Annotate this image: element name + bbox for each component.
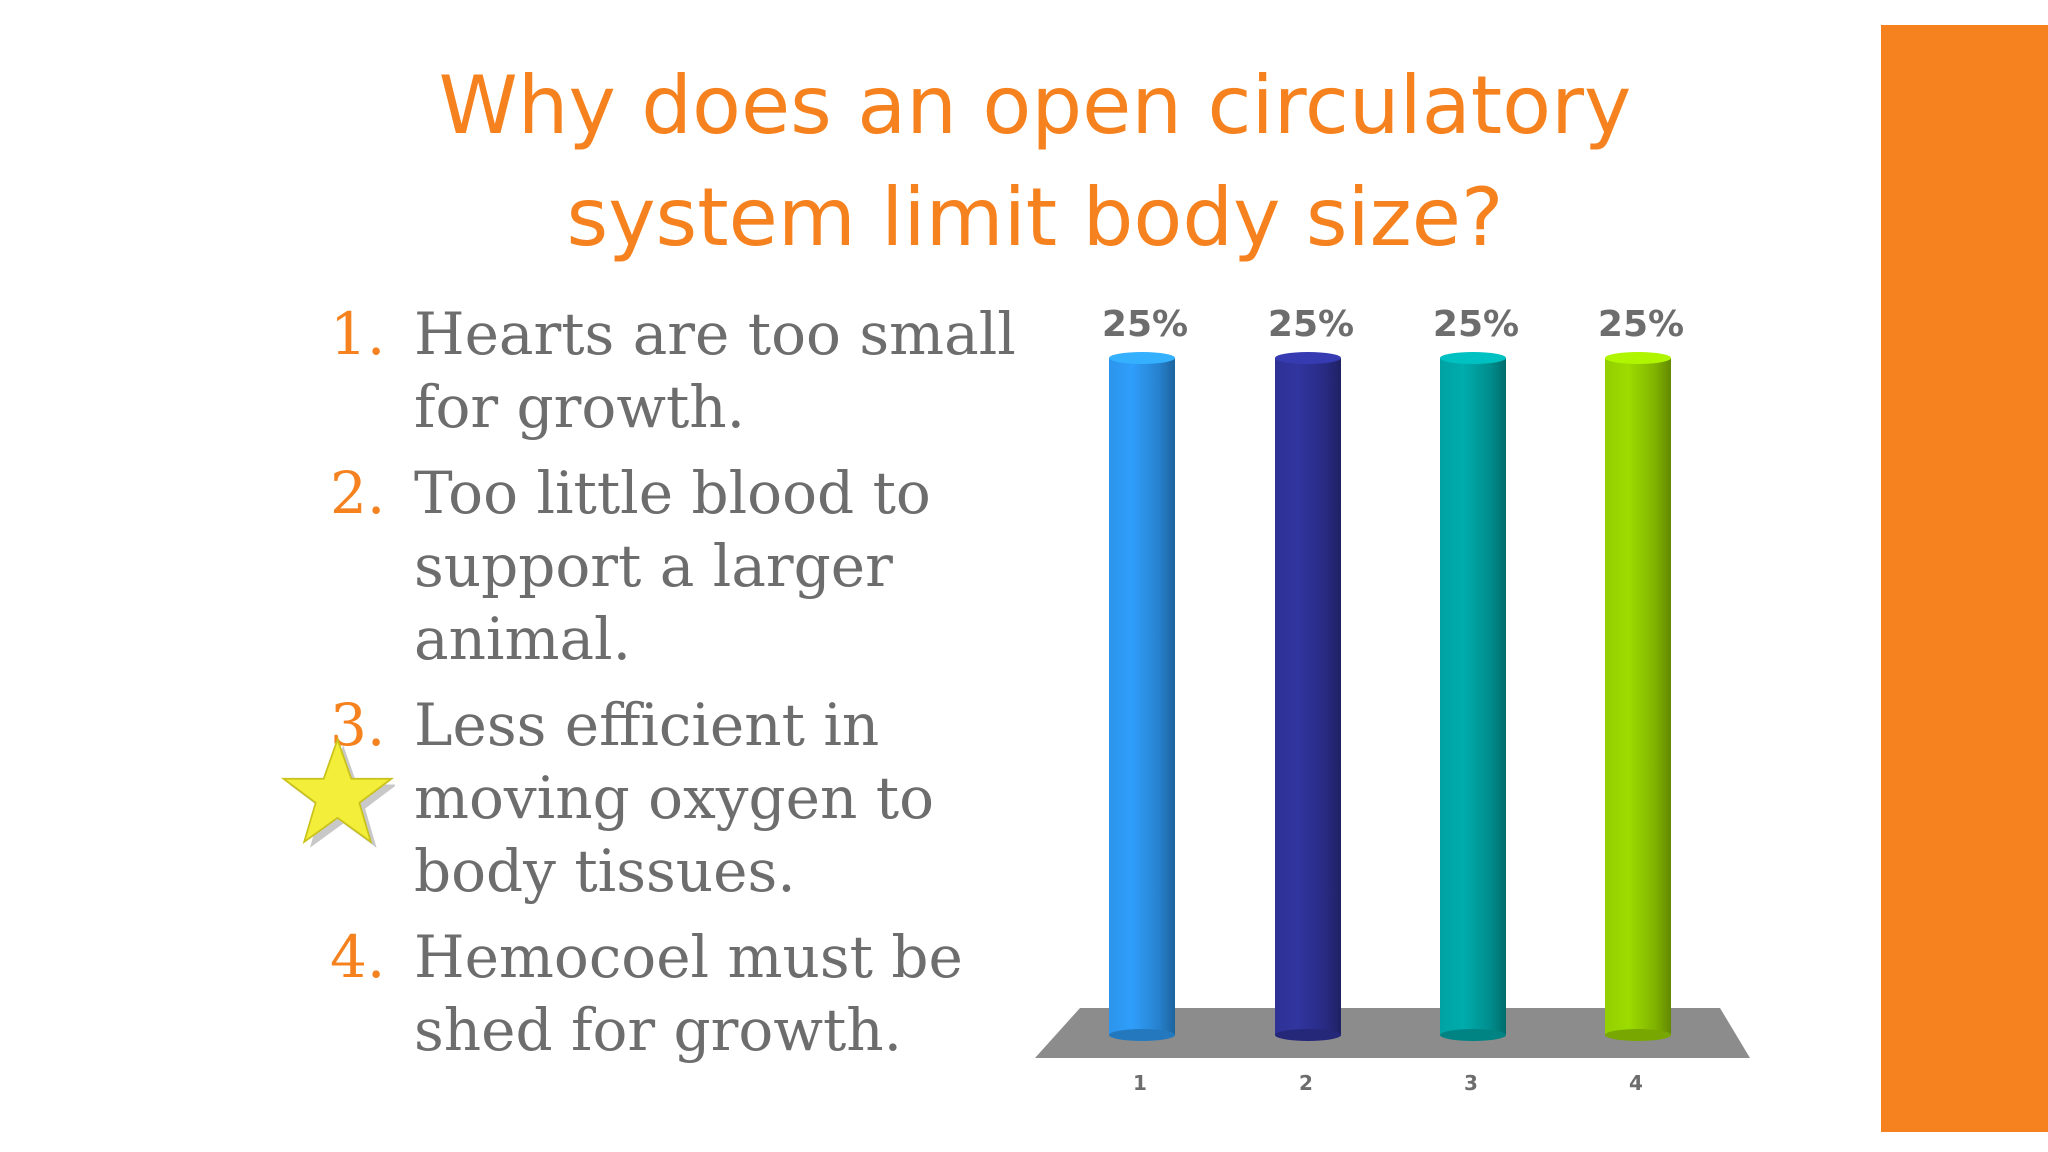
bar-3 (1440, 358, 1506, 1035)
bar-1 (1109, 358, 1175, 1035)
chart-floor (1035, 1008, 1750, 1058)
bar-cap-4 (1605, 352, 1671, 364)
answer-number: 4. (330, 923, 386, 991)
bar-base-3 (1440, 1029, 1506, 1041)
x-tick-label-3: 3 (1464, 1071, 1478, 1095)
x-tick-label-4: 4 (1629, 1071, 1643, 1095)
bar-4 (1605, 358, 1671, 1035)
bar-cap-2 (1275, 352, 1341, 364)
answer-text: Hearts are too small for growth. (414, 300, 1016, 441)
orange-side-bar (1881, 25, 2048, 1132)
answer-text: Too little blood to support a larger ani… (414, 459, 931, 673)
bar-cap-3 (1440, 352, 1506, 364)
bar-base-2 (1275, 1029, 1341, 1041)
bar-base-4 (1605, 1029, 1671, 1041)
answer-list: 1. Hearts are too small for growth. 2. T… (330, 298, 1030, 1080)
answer-option-2: 2. Too little blood to support a larger … (330, 457, 1030, 676)
answer-option-1: 1. Hearts are too small for growth. (330, 298, 1030, 444)
answer-text: Hemocoel must be shed for growth. (414, 923, 963, 1064)
results-bar-chart: 25% 25% 25% 25% 1 2 3 4 (1035, 304, 1750, 1095)
x-tick-label-1: 1 (1133, 1071, 1147, 1095)
answer-option-3: 3. Less efficient in moving oxygen to bo… (330, 689, 1030, 908)
star-icon (280, 737, 395, 848)
slide-title: Why does an open circulatory system limi… (438, 59, 1632, 264)
answer-option-4: 4. Hemocoel must be shed for growth. (330, 921, 1030, 1067)
data-label-4: 25% (1598, 304, 1684, 345)
data-label-1: 25% (1102, 304, 1188, 345)
bar-base-1 (1109, 1029, 1175, 1041)
data-label-3: 25% (1433, 304, 1519, 345)
bar-cap-1 (1109, 352, 1175, 364)
answer-number: 2. (330, 459, 386, 527)
answer-text: Less efficient in moving oxygen to body … (414, 691, 935, 905)
bar-2 (1275, 358, 1341, 1035)
answer-number: 1. (330, 300, 386, 368)
x-tick-label-2: 2 (1299, 1071, 1313, 1095)
data-label-2: 25% (1268, 304, 1354, 345)
